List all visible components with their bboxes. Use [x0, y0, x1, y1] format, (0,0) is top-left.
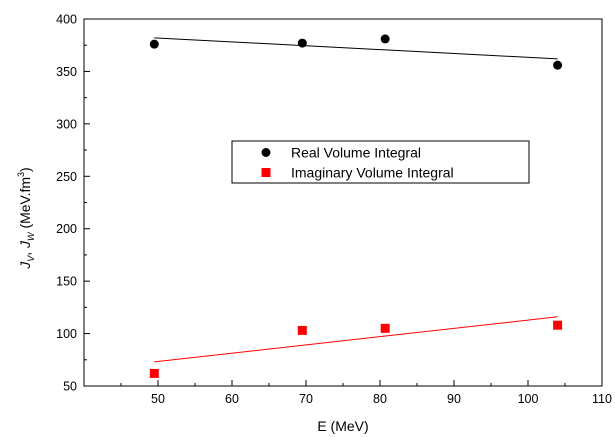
y-axis-title-j-w: J	[17, 240, 33, 249]
real-data-point	[297, 38, 307, 48]
y-axis: 50 100 150 200 250 300 350 400	[56, 13, 90, 394]
legend-label-real: Real Volume Integral	[291, 145, 421, 161]
imaginary-data-point	[297, 325, 307, 335]
imaginary-data-point	[553, 320, 563, 330]
plot-area	[83, 18, 603, 387]
x-axis: 50 60 70 80 90 100 110	[120, 380, 612, 406]
real-data-point	[553, 60, 563, 70]
y-axis-title-close: )	[17, 167, 33, 172]
y-axis-title-sub-v: V	[26, 255, 36, 262]
y-tick-label: 100	[56, 327, 77, 341]
y-axis-title-exponent: 3	[16, 172, 26, 177]
legend-box	[231, 140, 530, 184]
imaginary-fit-line	[154, 316, 558, 363]
data-markers	[149, 34, 563, 378]
x-tick-label: 100	[518, 392, 539, 406]
legend-label-imaginary: Imaginary Volume Integral	[291, 165, 454, 181]
x-tick-label: 50	[151, 392, 165, 406]
imaginary-data-point	[149, 368, 159, 378]
x-tick-label: 60	[225, 392, 239, 406]
y-axis-title-sub-w: W	[26, 231, 36, 241]
legend-marker-imaginary	[261, 168, 271, 177]
y-axis-title: JV, JW (MeV.fm3)	[16, 167, 36, 269]
y-tick-label: 350	[56, 65, 77, 79]
plot-border	[83, 18, 603, 387]
x-tick-label: 110	[592, 392, 612, 406]
real-fit-line	[154, 37, 558, 60]
y-tick-label: 200	[56, 222, 77, 236]
x-tick-label: 80	[373, 392, 387, 406]
x-tick-label: 70	[299, 392, 313, 406]
real-data-point	[380, 34, 390, 44]
imaginary-data-point	[380, 323, 390, 333]
y-axis-title-unit: (MeV.fm	[17, 177, 33, 233]
y-tick-label: 400	[56, 13, 77, 27]
y-tick-label: 250	[56, 170, 77, 184]
y-axis-title-j-v: J	[17, 261, 33, 270]
legend: Real Volume Integral Imaginary Volume In…	[231, 140, 530, 184]
fit-lines	[154, 37, 558, 363]
y-tick-label: 300	[56, 117, 77, 131]
real-data-point	[149, 39, 159, 49]
x-axis-title: E (MeV)	[317, 418, 368, 434]
y-tick-label: 50	[63, 380, 77, 394]
y-tick-label: 150	[56, 275, 77, 289]
x-tick-label: 90	[447, 392, 461, 406]
y-axis-title-separator: ,	[17, 248, 33, 256]
legend-marker-real	[261, 148, 271, 157]
